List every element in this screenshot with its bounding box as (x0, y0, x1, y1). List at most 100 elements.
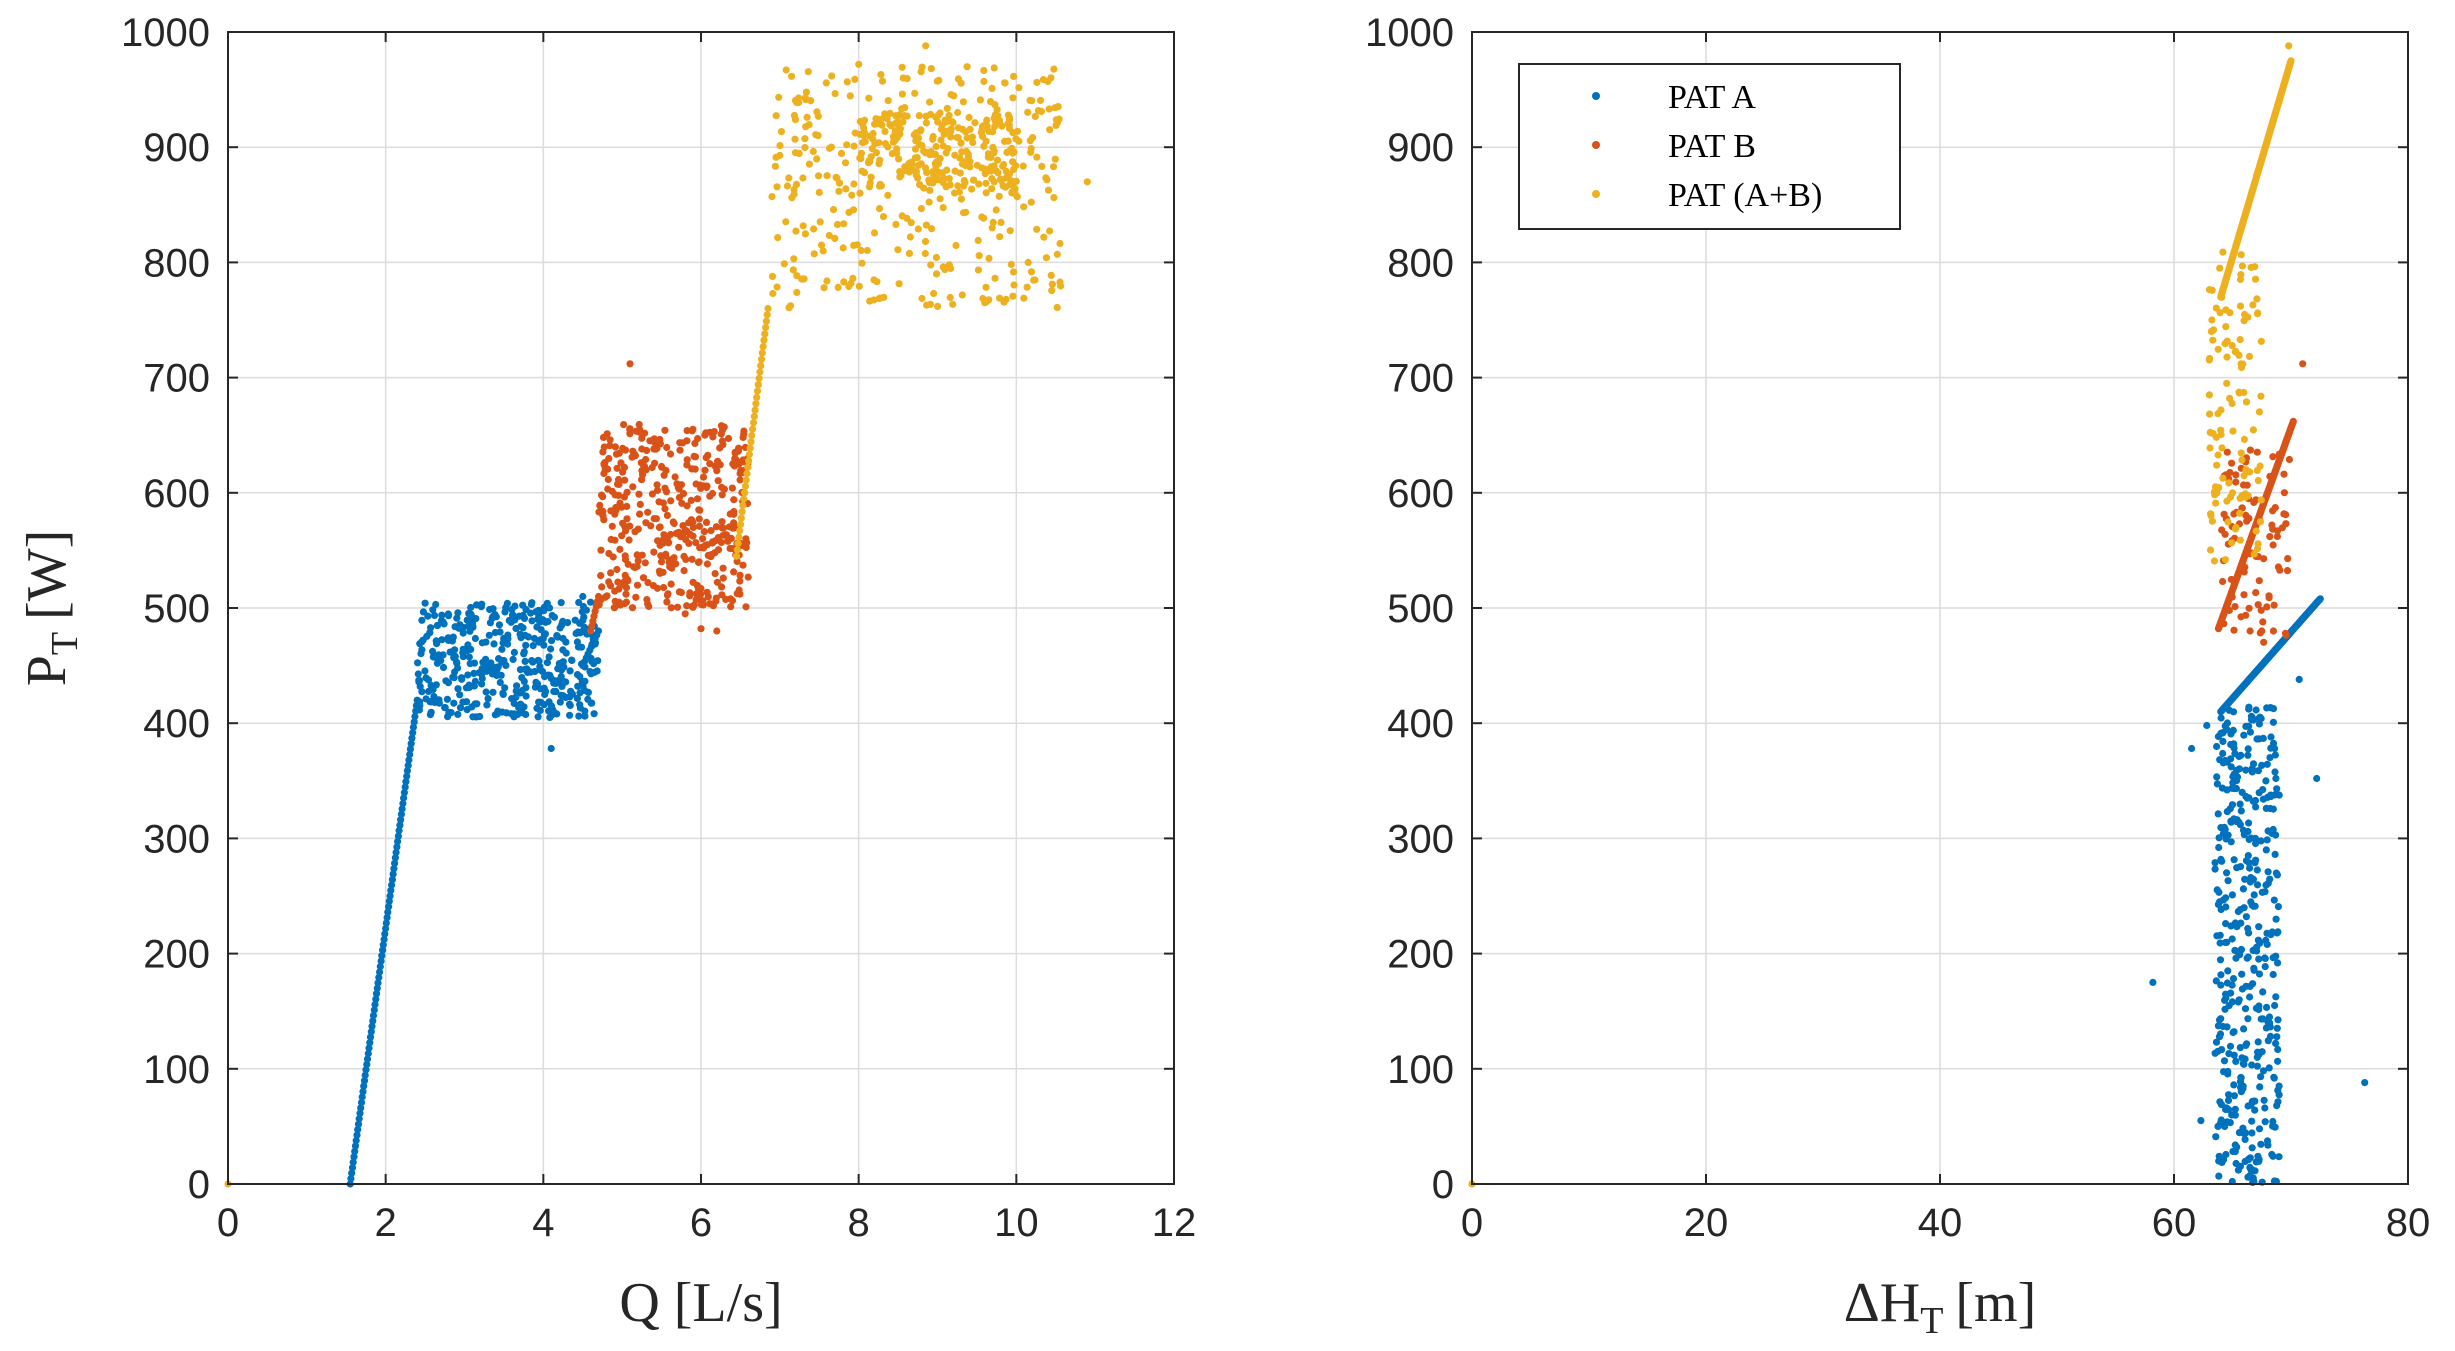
data-point-pat-a-b (762, 317, 771, 325)
y-tick-label: 1000 (1365, 11, 1454, 55)
data-point-pat-a (373, 984, 381, 992)
data-point-pat-a-b (2207, 327, 2215, 336)
left-chart-panel: 0 2 4 6 8 10 12 0 100 200 300 400 500 600 700 800 900 100… (16, 11, 1196, 1334)
data-point-pat-a (2271, 768, 2279, 776)
data-point-pat-a (470, 669, 478, 678)
data-point-pat-b (645, 602, 653, 611)
data-point-pat-a (503, 599, 511, 608)
data-point-pat-b (706, 492, 714, 500)
data-point-pat-a (2248, 901, 2256, 909)
data-point-pat-a-b (957, 195, 966, 203)
data-point-pat-a-b (934, 302, 942, 310)
data-point-pat-b (691, 439, 699, 447)
data-point-pat-a (507, 710, 515, 718)
data-point-pat-a (522, 692, 530, 700)
data-point-pat-a-b (2245, 352, 2254, 360)
data-point-pat-a (2269, 739, 2278, 748)
data-point-pat-a (2244, 827, 2252, 836)
data-point-pat-a-b (772, 153, 780, 161)
data-point-pat-a-b (946, 293, 954, 302)
data-point-pat-a-b (945, 261, 953, 269)
data-point-pat-a (2234, 1166, 2242, 1174)
data-point-pat-b (693, 495, 702, 503)
data-point-pat-a (397, 816, 405, 824)
data-point-pat-a (2251, 1097, 2259, 1105)
data-point-pat-b (712, 523, 721, 531)
data-point-pat-a-b (802, 88, 811, 96)
data-point-pat-a-b (840, 220, 848, 228)
data-point-pat-a-b (875, 160, 883, 168)
data-point-pat-b (661, 484, 669, 492)
data-point-pat-b (729, 460, 737, 468)
data-point-pat-a-b (921, 237, 930, 246)
data-point-pat-a (472, 601, 481, 609)
data-point-pat-b (2228, 459, 2236, 467)
data-point-pat-b (2232, 471, 2240, 479)
data-point-pat-a (520, 648, 528, 656)
data-point-pat-a (573, 671, 582, 679)
data-point-pat-b (632, 593, 640, 601)
data-point-pat-a-b (819, 247, 827, 255)
data-point-pat-a (557, 666, 566, 674)
data-point-pat-a-b (1001, 79, 1009, 87)
data-point-pat-a-b (857, 246, 865, 255)
data-point-pat-a (370, 1006, 378, 1014)
data-point-pat-b (638, 445, 646, 453)
data-point-pat-a-b (2222, 306, 2230, 314)
data-point-pat-b (595, 601, 603, 609)
data-point-pat-a-b (965, 113, 973, 122)
data-point-pat-a-b (2236, 336, 2244, 344)
data-point-pat-b (607, 569, 615, 577)
data-point-pat-a-b (835, 187, 843, 195)
data-point-pat-a-b (1044, 77, 1052, 86)
data-point-pat-a-b (945, 111, 953, 119)
data-point-pat-a-b (792, 227, 800, 235)
data-point-pat-a-b (754, 381, 762, 389)
data-point-pat-a-b (736, 527, 744, 535)
data-point-pat-b (736, 469, 744, 478)
left-y-label-main: P (16, 655, 78, 686)
data-point-pat-b (2250, 498, 2258, 507)
data-point-pat-a (523, 665, 531, 673)
data-point-pat-a (2218, 1046, 2226, 1054)
data-point-pat-a (2263, 1003, 2271, 1012)
data-point-pat-b (2284, 555, 2292, 563)
data-point-pat-a-b (2228, 489, 2237, 497)
right-x-label-unit: [m] (1955, 1272, 2036, 1334)
data-point-pat-b (701, 466, 709, 474)
data-point-pat-a-b (848, 191, 856, 199)
data-point-pat-a (2211, 865, 2219, 873)
data-point-pat-a (2316, 595, 2324, 603)
data-point-pat-b (688, 427, 696, 435)
data-point-pat-a (519, 624, 527, 632)
data-point-pat-a (2267, 931, 2275, 939)
data-point-pat-a-b (856, 189, 864, 197)
data-point-pat-b (606, 582, 615, 590)
data-point-pat-a (2248, 1061, 2256, 1069)
data-point-pat-a (368, 1022, 376, 1030)
data-point-pat-a-b (2222, 323, 2230, 331)
data-point-pat-a (418, 646, 426, 654)
data-point-pat-a-b (747, 438, 755, 446)
data-point-pat-a (448, 637, 456, 645)
data-point-pat-a (549, 706, 557, 714)
data-point-pat-a (2295, 675, 2303, 684)
data-point-pat-a-b (898, 90, 907, 98)
data-point-pat-a (2228, 891, 2236, 899)
data-point-pat-a-b (2238, 456, 2246, 464)
data-point-pat-a (2242, 1041, 2250, 1050)
data-point-pat-a (587, 699, 595, 707)
data-point-pat-a-b (732, 552, 741, 560)
data-point-pat-a-b (998, 122, 1006, 130)
data-point-pat-a-b (1055, 115, 1063, 123)
data-point-pat-a (2262, 881, 2270, 889)
data-point-pat-a-b (900, 112, 908, 120)
data-point-pat-a (421, 599, 429, 607)
data-point-pat-a-b (740, 495, 748, 503)
data-point-pat-a (2248, 1144, 2256, 1152)
data-point-pat-a (2259, 786, 2267, 794)
data-point-pat-a-b (758, 349, 766, 357)
data-point-pat-b (617, 459, 625, 467)
x-tick-label: 6 (690, 1201, 712, 1245)
data-point-pat-b (624, 560, 632, 568)
